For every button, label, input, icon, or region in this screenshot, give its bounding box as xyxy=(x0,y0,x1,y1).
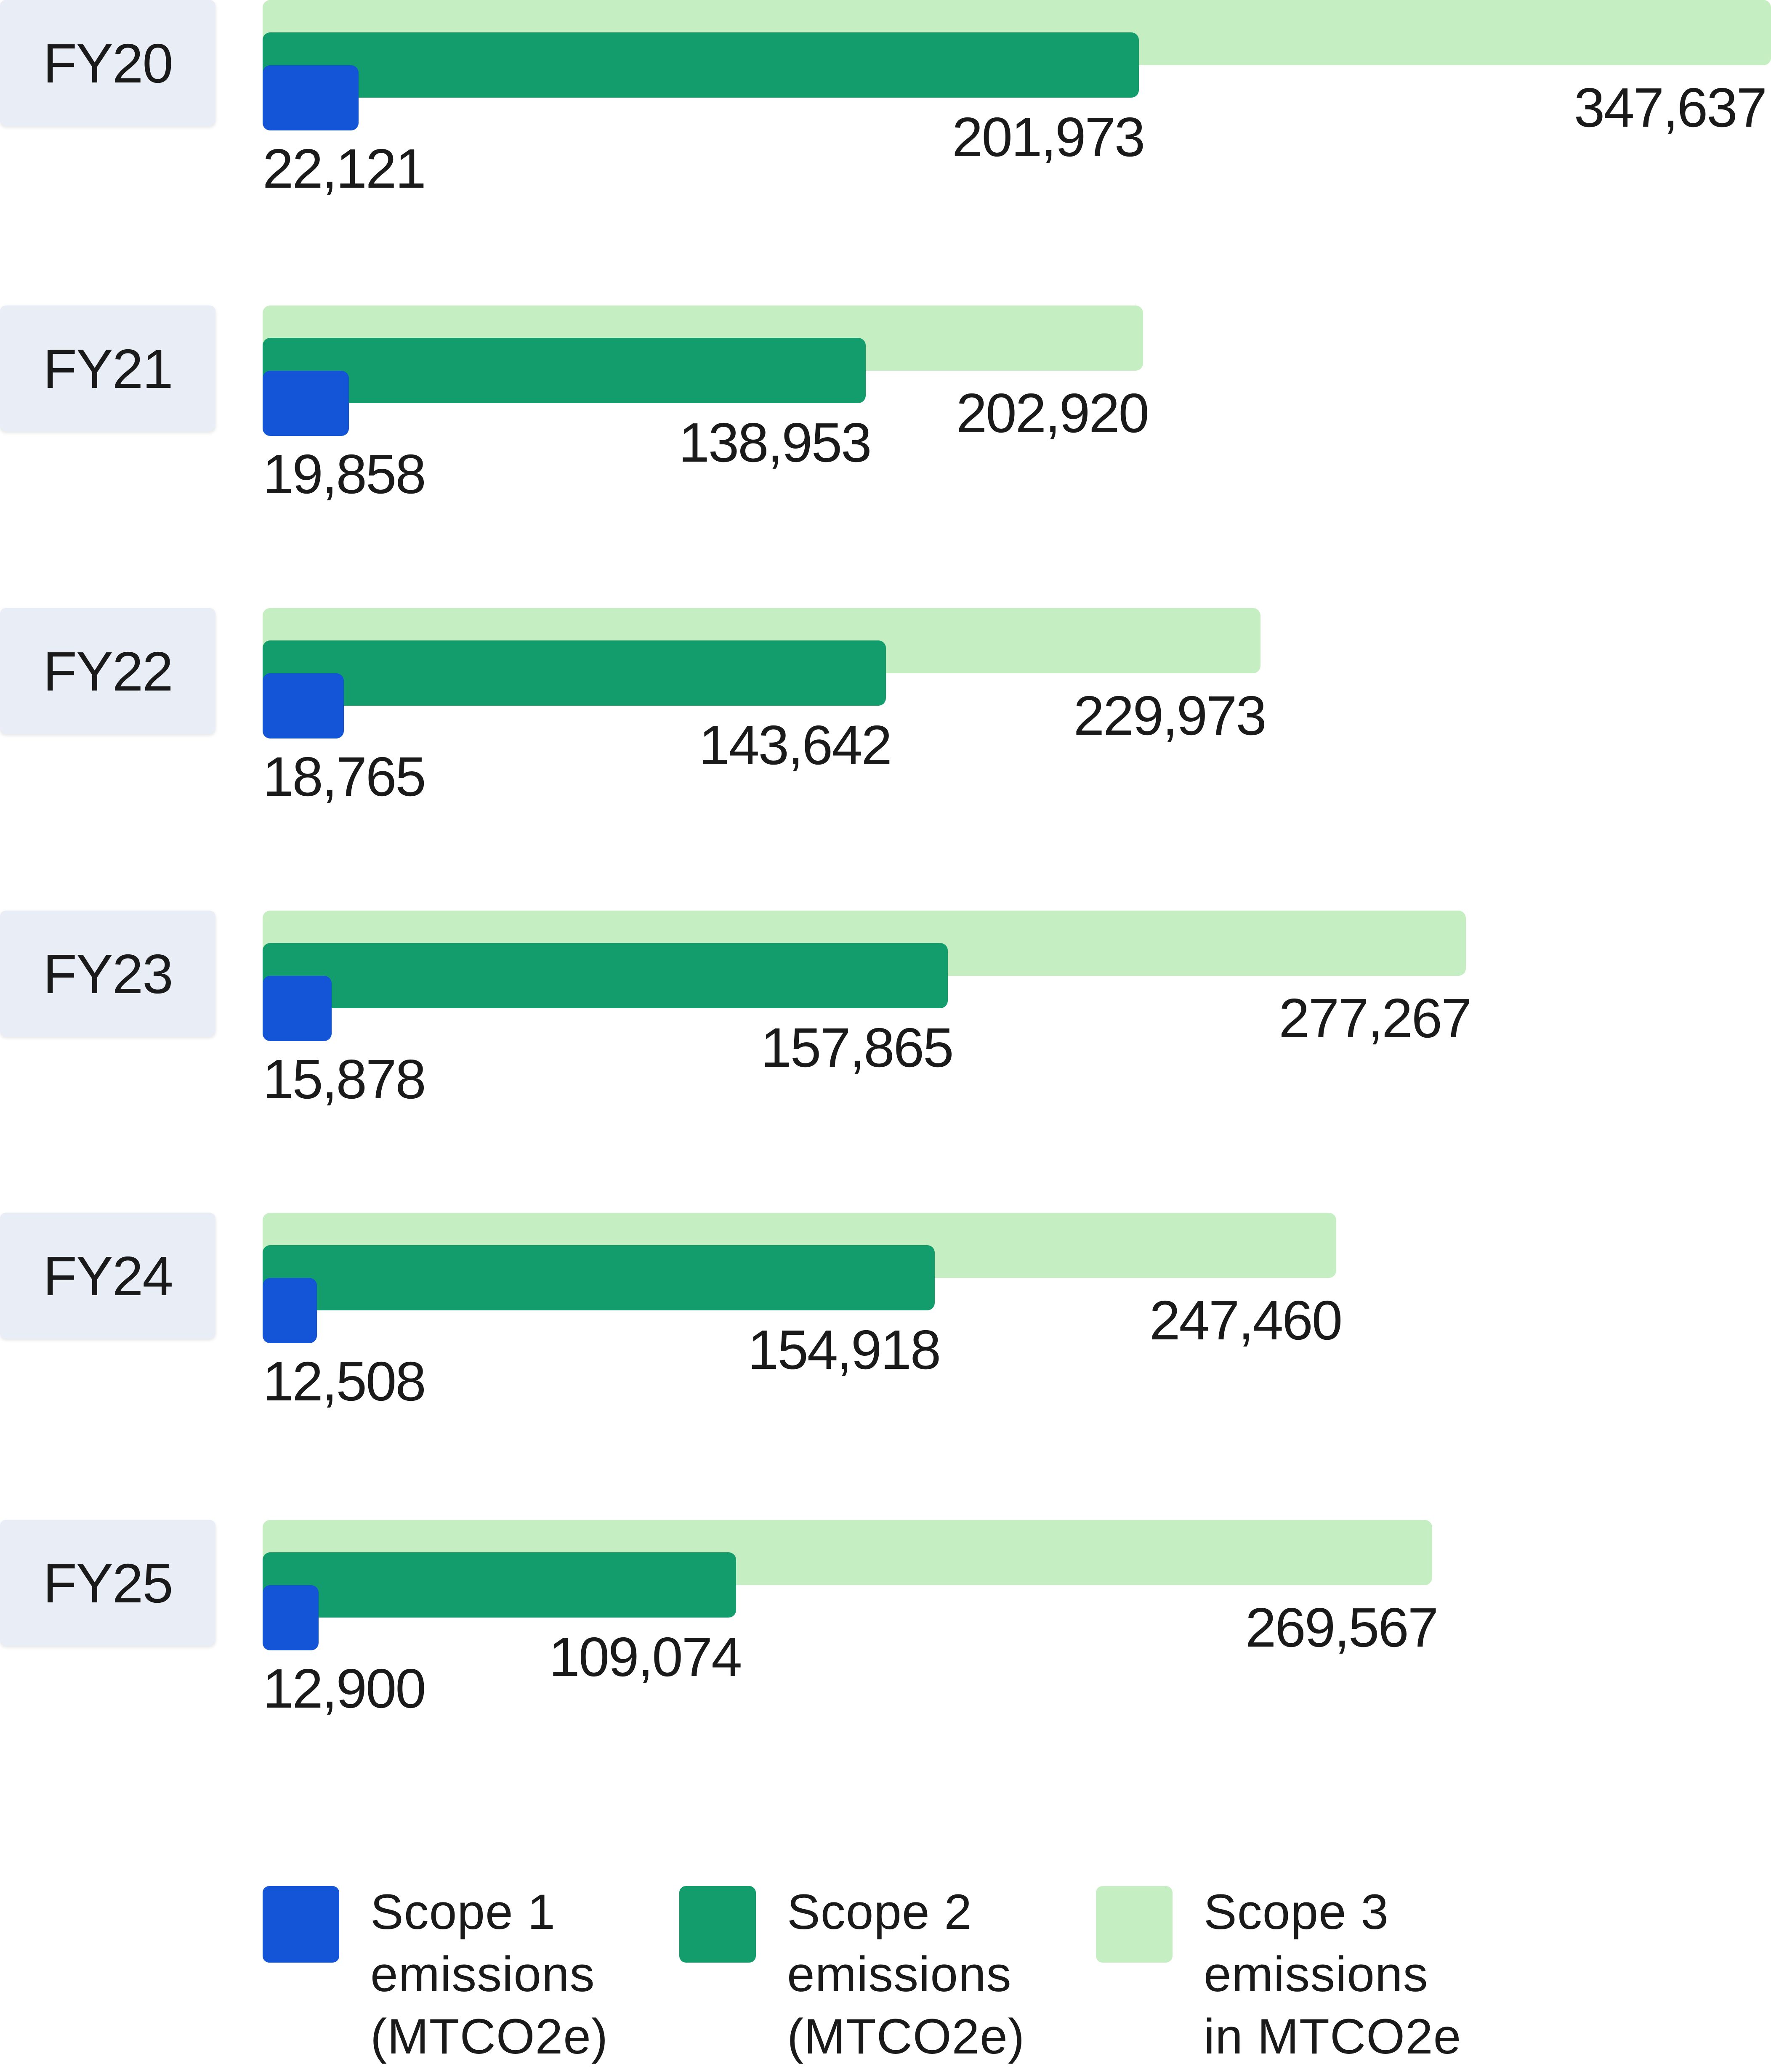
chart-row-fy22: FY22 18,765 143,642 229,973 xyxy=(0,608,1771,844)
legend-swatch xyxy=(1096,1886,1173,1963)
bar-scope2 xyxy=(263,1552,736,1618)
data-label-scope2: 154,918 xyxy=(747,1319,941,1381)
category-label: FY22 xyxy=(0,608,215,734)
data-label-scope3: 277,267 xyxy=(1279,987,1472,1049)
data-label-scope3: 247,460 xyxy=(1149,1289,1343,1351)
legend-label: Scope 1 emissions (MTCO2e) xyxy=(370,1884,609,2064)
bar-scope1 xyxy=(263,976,332,1041)
bar-scope2 xyxy=(263,1245,935,1310)
chart-row-fy23: FY23 15,878 157,865 277,267 xyxy=(0,911,1771,1146)
data-label-scope1: 22,121 xyxy=(263,138,426,199)
chart-row-fy24: FY24 12,508 154,918 247,460 xyxy=(0,1213,1771,1448)
data-label-scope1: 18,765 xyxy=(263,746,426,808)
data-label-scope2: 201,973 xyxy=(952,106,1145,168)
bar-scope1 xyxy=(263,1585,319,1650)
data-label-scope3: 229,973 xyxy=(1073,685,1267,746)
bar-scope1 xyxy=(263,65,359,130)
data-label-scope2: 138,953 xyxy=(678,412,872,473)
data-label-scope1: 19,858 xyxy=(263,443,426,505)
legend-swatch xyxy=(263,1886,339,1963)
bar-scope2 xyxy=(263,338,866,403)
data-label-scope2: 109,074 xyxy=(549,1626,742,1688)
category-label: FY23 xyxy=(0,911,215,1037)
legend-label: Scope 3 emissions in MTCO2e xyxy=(1204,1884,1462,2064)
data-label-scope1: 15,878 xyxy=(263,1048,426,1110)
bar-scope2 xyxy=(263,640,886,706)
bar-scope1 xyxy=(263,371,349,436)
category-label: FY24 xyxy=(0,1213,215,1339)
category-label: FY20 xyxy=(0,0,215,126)
bar-scope1 xyxy=(263,1278,317,1343)
chart-row-fy25: FY25 12,900 109,074 269,567 xyxy=(0,1520,1771,1756)
chart-row-fy21: FY21 19,858 138,953 202,920 xyxy=(0,305,1771,541)
data-label-scope3: 347,637 xyxy=(1574,77,1767,138)
data-label-scope2: 143,642 xyxy=(699,714,892,776)
chart-row-fy20: FY20 22,121 201,973 347,637 xyxy=(0,0,1771,236)
data-label-scope1: 12,508 xyxy=(263,1350,426,1412)
data-label-scope3: 202,920 xyxy=(956,382,1149,444)
data-label-scope1: 12,900 xyxy=(263,1658,426,1719)
category-label: FY21 xyxy=(0,305,215,432)
bar-scope2 xyxy=(263,943,948,1008)
data-label-scope2: 157,865 xyxy=(761,1017,954,1079)
chart-legend: Scope 1 emissions (MTCO2e) Scope 2 emissi… xyxy=(263,1881,1771,2072)
legend-label: Scope 2 emissions (MTCO2e) xyxy=(787,1884,1025,2064)
bar-scope1 xyxy=(263,673,344,738)
legend-swatch xyxy=(679,1886,756,1963)
category-label: FY25 xyxy=(0,1520,215,1646)
bar-scope2 xyxy=(263,32,1139,98)
data-label-scope3: 269,567 xyxy=(1245,1597,1439,1658)
